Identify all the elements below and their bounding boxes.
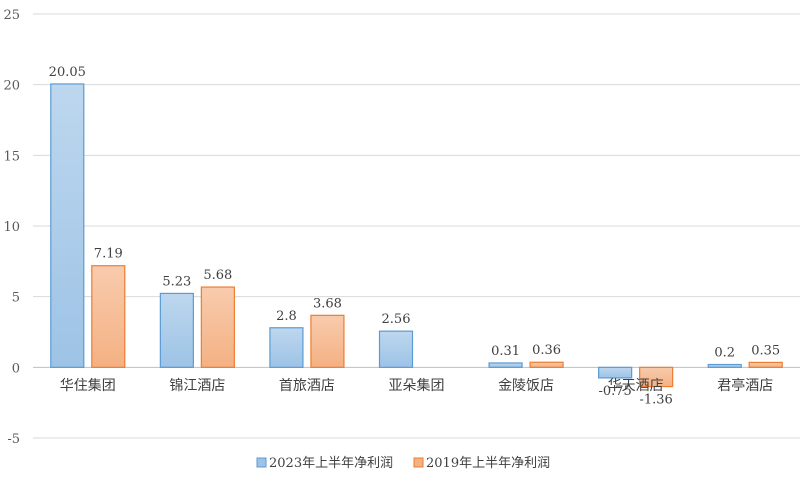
data-label: 20.05 [49, 65, 86, 80]
y-tick-label: -5 [7, 432, 20, 447]
y-tick-label: 0 [12, 361, 20, 376]
legend: 2023年上半年净利润 2019年上半年净利润 [256, 456, 550, 471]
data-label: -0.75 [598, 384, 631, 399]
data-label: 2.56 [382, 312, 411, 327]
data-label: 0.35 [751, 343, 780, 358]
legend-label: 2019年上半年净利润 [426, 456, 550, 471]
bar-series-2023 [378, 330, 414, 368]
bar-series-2019 [748, 361, 783, 368]
x-tick-label: 金陵饭店 [498, 378, 554, 394]
bar-series-2019 [529, 361, 564, 368]
bar-series-2023 [269, 327, 304, 368]
bar-series-2023 [50, 83, 85, 368]
y-tick-label: 5 [12, 291, 20, 306]
data-label: 5.23 [162, 274, 191, 289]
gridlines [33, 13, 800, 439]
bar-series-2023 [707, 363, 742, 368]
data-label: 0.31 [491, 344, 520, 359]
data-label: 0.2 [714, 346, 735, 361]
data-label: 2.8 [276, 309, 297, 324]
legend-swatch [256, 457, 267, 468]
x-tick-label: 华住集团 [60, 377, 116, 394]
data-label: 7.19 [94, 247, 123, 262]
bars [50, 83, 783, 388]
y-tick-label: 10 [3, 220, 20, 235]
x-tick-label: 华天酒店 [608, 378, 664, 394]
bar-series-2019 [200, 286, 235, 368]
data-label: 0.36 [532, 343, 561, 358]
data-labels: 20.05 7.19 5.23 5.68 2.8 3.68 2.56 0.31 0.36 -0.7… [49, 65, 781, 408]
x-axis-labels: 华住集团 锦江酒店 首旅酒店 亚朵集团 金陵饭店 华天酒店 君亭酒店 [60, 377, 773, 394]
bar-series-2023 [598, 366, 633, 379]
data-label: 5.68 [203, 268, 232, 283]
bar-series-2019 [91, 265, 126, 368]
data-label: 3.68 [313, 296, 342, 311]
bar-series-2023 [488, 362, 523, 368]
x-tick-label: 首旅酒店 [279, 378, 335, 394]
data-label: -1.36 [639, 393, 672, 408]
bar-series-2019 [310, 314, 345, 368]
y-tick-label: 15 [3, 149, 20, 164]
y-tick-label: 20 [3, 79, 20, 94]
legend-swatch [413, 457, 424, 468]
y-axis-ticks: -5 0 5 10 15 20 25 [3, 8, 20, 447]
x-tick-label: 亚朵集团 [389, 377, 445, 394]
bar-series-2019 [639, 366, 674, 388]
bar-series-2023 [159, 292, 194, 368]
x-tick-label: 锦江酒店 [169, 377, 225, 394]
y-tick-label: 25 [3, 8, 20, 23]
x-tick-label: 君亭酒店 [717, 377, 773, 394]
legend-label: 2023年上半年净利润 [269, 456, 393, 471]
